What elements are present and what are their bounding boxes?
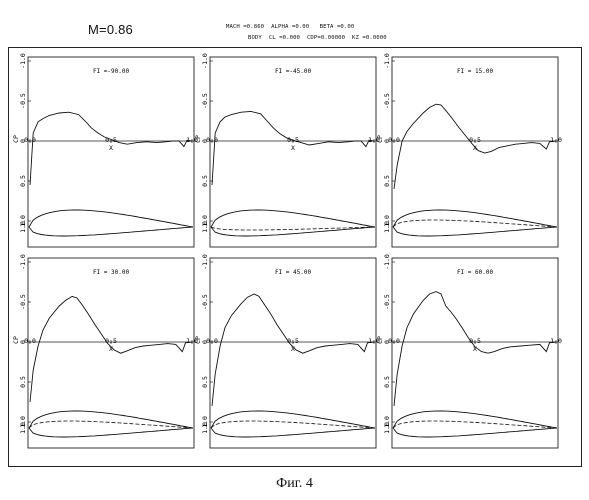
- x-tick-label: 0.0: [206, 136, 218, 144]
- x-tick-label: 1.0: [550, 337, 562, 345]
- profile-upper-line: [29, 210, 193, 227]
- panel-box: [28, 258, 194, 448]
- panel-3: -1.0-0.500.51.00.00.51.0XCPFI = 15.001.0: [376, 53, 562, 247]
- panel-title: FI =-45.00: [275, 68, 312, 75]
- y-tick-label: -0.5: [19, 294, 27, 310]
- panel-box: [210, 57, 376, 247]
- y-tick-label: -1.0: [201, 53, 209, 69]
- profile-lower-line: [393, 227, 557, 236]
- profile-upper-line: [29, 411, 193, 428]
- y-tick-label: -0.5: [383, 93, 391, 109]
- profile-lower-line: [29, 428, 193, 437]
- panel-box: [392, 258, 558, 448]
- y-tick-label: -1.0: [383, 254, 391, 270]
- y-tick-label: -0.5: [383, 294, 391, 310]
- y-tick-label: 0.5: [19, 175, 27, 187]
- y-tick-label: 0.5: [201, 175, 209, 187]
- profile-scale-label: 1.0: [19, 422, 27, 434]
- x-axis-label: X: [109, 144, 113, 152]
- panel-title: FI =-90.00: [93, 68, 130, 75]
- profile-dashed-line: [29, 421, 193, 428]
- profile-scale-label: 1.0: [19, 221, 27, 233]
- profile-lower-line: [211, 428, 375, 437]
- profile-lower-line: [211, 227, 375, 236]
- y-axis-label: CP: [194, 336, 202, 344]
- x-tick-label: 0.0: [388, 337, 400, 345]
- x-axis-label: X: [109, 345, 113, 353]
- profile-upper-line: [211, 210, 375, 227]
- profile-scale-label: 1.0: [383, 422, 391, 434]
- panel-title: FI = 15.00: [457, 68, 494, 75]
- y-tick-label: -1.0: [19, 254, 27, 270]
- y-tick-label: -1.0: [19, 53, 27, 69]
- y-axis-label: CP: [376, 135, 384, 143]
- x-axis-label: X: [291, 144, 295, 152]
- x-tick-label: 1.0: [550, 136, 562, 144]
- profile-upper-line: [393, 411, 557, 428]
- x-tick-label: 0.0: [206, 337, 218, 345]
- y-axis-label: CP: [376, 336, 384, 344]
- profile-dashed-line: [211, 227, 375, 230]
- y-axis-label: CP: [12, 135, 20, 143]
- cp-curve: [394, 104, 556, 189]
- y-tick-label: 0.5: [19, 376, 27, 388]
- profile-upper-line: [211, 411, 375, 428]
- profile-scale-label: 1.0: [201, 221, 209, 233]
- y-tick-label: -0.5: [201, 93, 209, 109]
- figure-caption: Фиг. 4: [0, 476, 589, 492]
- y-tick-label: -0.5: [19, 93, 27, 109]
- x-tick-label: 0.0: [24, 136, 36, 144]
- x-tick-label: 0.5: [105, 337, 117, 345]
- x-tick-label: 0.0: [388, 136, 400, 144]
- panel-title: FI = 30.00: [93, 269, 130, 276]
- profile-lower-line: [393, 428, 557, 437]
- y-tick-label: 0.5: [383, 376, 391, 388]
- profile-dashed-line: [393, 421, 557, 428]
- profile-scale-label: 1.0: [201, 422, 209, 434]
- profile-dashed-line: [211, 421, 375, 428]
- panel-4: -1.0-0.500.51.00.00.51.0XCPFI = 30.001.0: [12, 254, 198, 448]
- panel-title: FI = 45.00: [275, 269, 312, 276]
- x-tick-label: 0.0: [24, 337, 36, 345]
- panel-6: -1.0-0.500.51.00.00.51.0XCPFI = 60.001.0: [376, 254, 562, 448]
- panel-title: FI = 60.00: [457, 269, 494, 276]
- panel-box: [210, 258, 376, 448]
- panel-2: -1.0-0.500.51.00.00.51.0XCPFI =-45.001.0: [194, 53, 380, 247]
- y-axis-label: CP: [194, 135, 202, 143]
- x-axis-label: X: [291, 345, 295, 353]
- profile-upper-line: [393, 210, 557, 227]
- y-axis-label: CP: [12, 336, 20, 344]
- panel-1: -1.0-0.500.51.00.00.51.0XCPFI =-90.001.0: [12, 53, 198, 247]
- y-tick-label: -1.0: [201, 254, 209, 270]
- panel-box: [28, 57, 194, 247]
- y-tick-label: 0.5: [383, 175, 391, 187]
- panel-box: [392, 57, 558, 247]
- x-tick-label: 0.5: [105, 136, 117, 144]
- y-tick-label: -0.5: [201, 294, 209, 310]
- y-tick-label: -1.0: [383, 53, 391, 69]
- profile-lower-line: [29, 227, 193, 236]
- profile-dashed-line: [393, 220, 557, 227]
- panel-5: -1.0-0.500.51.00.00.51.0XCPFI = 45.001.0: [194, 254, 380, 448]
- x-tick-label: 0.5: [287, 337, 299, 345]
- profile-scale-label: 1.0: [383, 221, 391, 233]
- y-tick-label: 0.5: [201, 376, 209, 388]
